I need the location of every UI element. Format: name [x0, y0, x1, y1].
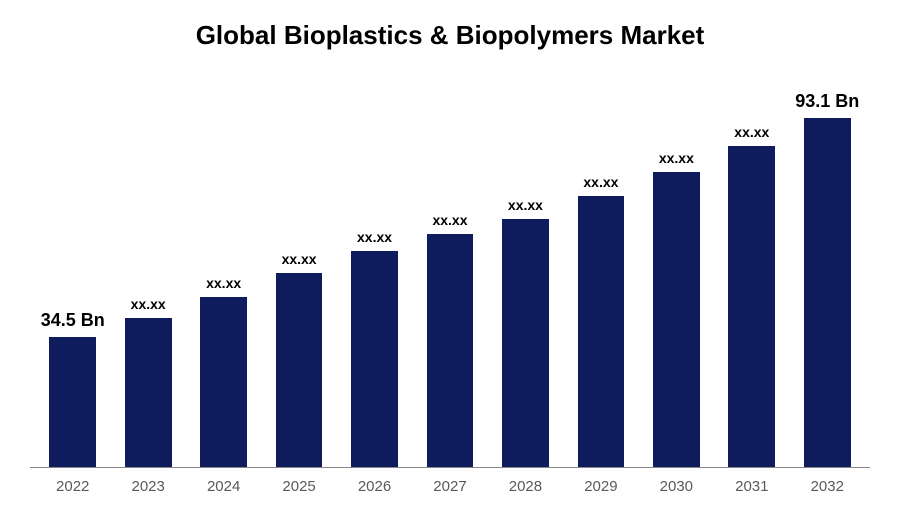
x-axis-tick: 2022: [35, 478, 110, 495]
bar-group: xx.xx: [563, 91, 638, 467]
bar-group: xx.xx: [337, 91, 412, 467]
x-axis: 2022202320242025202620272028202920302031…: [30, 478, 870, 495]
bar-group: xx.xx: [412, 91, 487, 467]
x-axis-tick: 2028: [488, 478, 563, 495]
bar-value-label: xx.xx: [282, 251, 317, 267]
x-axis-tick: 2027: [412, 478, 487, 495]
plot-area: 34.5 Bn xx.xx xx.xx xx.xx xx.xx xx.xx xx.xx xx.…: [30, 91, 870, 468]
bar-value-label: xx.xx: [734, 124, 769, 140]
chart-title: Global Bioplastics & Biopolymers Market: [30, 20, 870, 51]
bar: [200, 297, 247, 467]
bar-group: xx.xx: [639, 91, 714, 467]
bar-group: xx.xx: [110, 91, 185, 467]
bar-value-label: xx.xx: [357, 229, 392, 245]
bar-group: xx.xx: [186, 91, 261, 467]
bar-group: xx.xx: [261, 91, 336, 467]
bar: [427, 234, 474, 467]
bar-group: xx.xx: [714, 91, 789, 467]
bar-group: 34.5 Bn: [35, 91, 110, 467]
bar-value-label: xx.xx: [659, 150, 694, 166]
bar-group: 93.1 Bn: [790, 91, 865, 467]
x-axis-tick: 2025: [261, 478, 336, 495]
bar-value-label: xx.xx: [583, 174, 618, 190]
x-axis-tick: 2031: [714, 478, 789, 495]
bar-value-label: xx.xx: [131, 296, 166, 312]
bar: [728, 146, 775, 467]
chart-container: Global Bioplastics & Biopolymers Market …: [0, 0, 900, 525]
bar: [125, 318, 172, 467]
x-axis-tick: 2032: [790, 478, 865, 495]
bar-value-label: xx.xx: [206, 275, 241, 291]
bar-value-label: xx.xx: [508, 197, 543, 213]
bar: [49, 337, 96, 467]
bar-value-label: 34.5 Bn: [41, 310, 105, 331]
bar: [578, 196, 625, 467]
x-axis-tick: 2029: [563, 478, 638, 495]
x-axis-tick: 2023: [110, 478, 185, 495]
bar: [276, 273, 323, 467]
x-axis-tick: 2024: [186, 478, 261, 495]
bar-value-label: 93.1 Bn: [795, 91, 859, 112]
bar-group: xx.xx: [488, 91, 563, 467]
bar: [804, 118, 851, 467]
bar: [653, 172, 700, 467]
bar-value-label: xx.xx: [432, 212, 467, 228]
bar: [351, 251, 398, 467]
bar: [502, 219, 549, 467]
x-axis-tick: 2030: [639, 478, 714, 495]
x-axis-tick: 2026: [337, 478, 412, 495]
